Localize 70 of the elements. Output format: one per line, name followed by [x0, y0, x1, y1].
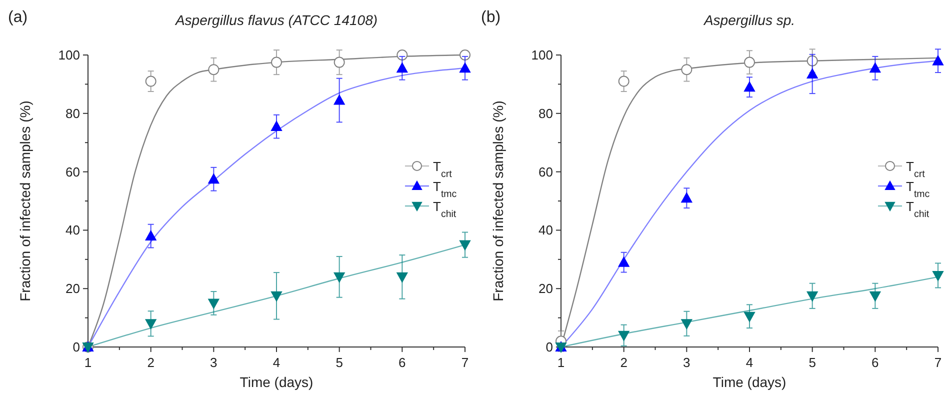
y-tick-label: 20 [538, 281, 553, 296]
y-tick-label: 20 [66, 281, 80, 296]
point [271, 56, 282, 68]
chart-title: Aspergillus sp. [702, 12, 796, 28]
point [271, 121, 282, 132]
y-axis-title: Fraction of infected samples (%) [490, 100, 506, 302]
point [460, 62, 470, 73]
y-tick-label: 80 [66, 106, 80, 121]
point [460, 240, 470, 250]
text: (b) [481, 9, 501, 26]
y-tick-label: 60 [538, 164, 553, 180]
x-tick-label: 3 [683, 355, 690, 370]
point [932, 270, 944, 281]
y-tick-label: 0 [72, 340, 80, 354]
x-tick-label: 1 [84, 355, 92, 370]
chart-title: Aspergillus flavus (ATCC 14108) [174, 12, 378, 28]
x-tick-label: 7 [461, 355, 469, 370]
point [681, 319, 692, 330]
y-tick-label: 0 [546, 340, 553, 354]
point [208, 174, 220, 184]
legend-label: T$_{chit}$ [906, 198, 930, 220]
y-tick-label: 100 [58, 48, 80, 62]
y-tick-label: 60 [66, 164, 80, 180]
point [744, 312, 755, 322]
legend-label: T$_{chit}$ [433, 198, 456, 220]
x-tick-label: 3 [210, 355, 218, 370]
point [271, 291, 282, 302]
text: (a) [8, 9, 28, 26]
x-tick-label: 1 [557, 355, 565, 370]
legend-label: T$_{tmc}$ [906, 178, 930, 200]
y-tick-label: 40 [538, 222, 553, 238]
point [396, 62, 408, 73]
point [681, 64, 692, 76]
point [334, 94, 345, 105]
legend-label: T$_{tmc}$ [433, 178, 457, 200]
point [870, 62, 881, 73]
y-tick-label: 80 [538, 106, 553, 121]
x-tick-label: 2 [147, 355, 154, 370]
point [208, 298, 220, 309]
point [618, 76, 630, 87]
point [932, 55, 944, 66]
point [618, 256, 630, 267]
y-tick-label: 40 [66, 222, 80, 238]
x-tick-label: 6 [398, 355, 406, 370]
point [145, 76, 156, 87]
legend-label: T$_{crt}$ [433, 158, 452, 180]
point [806, 291, 818, 302]
point [870, 291, 881, 302]
x-tick-label: 7 [934, 355, 942, 370]
point [681, 192, 692, 203]
point [208, 64, 220, 76]
point [334, 272, 345, 282]
point [618, 330, 630, 341]
x-tick-label: 5 [808, 355, 816, 370]
x-tick-label: 4 [746, 355, 754, 370]
x-tick-label: 6 [872, 355, 879, 370]
y-axis-title: Fraction of infected samples (%) [17, 100, 33, 302]
point [744, 82, 755, 92]
legend-label: T$_{crt}$ [906, 158, 926, 180]
y-tick-label: 100 [531, 48, 553, 62]
point [145, 319, 156, 330]
x-tick-label: 2 [620, 355, 628, 370]
x-tick-label: 5 [336, 355, 343, 370]
point [145, 230, 156, 241]
point [744, 56, 755, 68]
x-tick-label: 4 [272, 355, 280, 370]
x-axis-title: Time (days) [712, 374, 786, 390]
point [396, 272, 408, 282]
point [334, 56, 345, 68]
x-axis-title: Time (days) [240, 374, 314, 390]
